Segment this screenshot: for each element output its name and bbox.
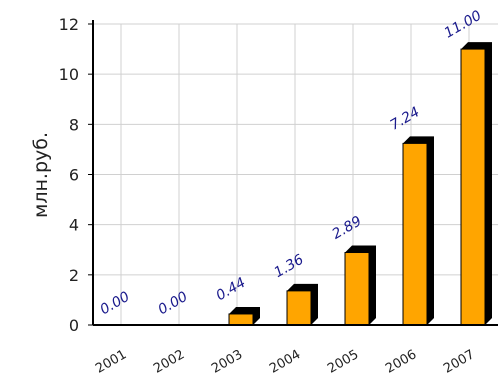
bar-shadow [345,245,376,325]
x-tick-label: 2005 [325,347,361,377]
y-tick-label: 12 [59,15,79,34]
bar [344,252,370,326]
bars [113,42,492,326]
x-tick-label: 2001 [93,347,129,377]
data-label: 7.24 [388,104,423,133]
x-tick-label: 2006 [383,347,419,377]
y-tick-label: 4 [69,216,79,235]
y-tick-label: 0 [69,316,79,335]
data-label: 0.00 [156,289,191,318]
bar [286,290,312,326]
x-axis-ticks: 2001 2002 2003 2004 2005 2006 2007 [93,347,477,377]
bar-shadow [287,283,318,325]
bar [402,142,428,326]
y-tick-label: 6 [69,166,79,185]
x-tick-label: 2003 [209,347,245,377]
data-label: 1.36 [272,252,307,281]
bar-shadow [403,136,434,325]
data-label: 0.00 [98,289,133,318]
y-tick-label: 8 [69,115,79,134]
y-axis-label: млн.руб. [30,132,52,218]
bar [228,313,254,326]
bar-shadow [461,42,492,325]
data-label: 11.00 [442,8,485,42]
y-axis-ticks: 0 2 4 6 8 10 12 [59,15,93,335]
x-tick-label: 2002 [151,347,187,377]
x-tick-label: 2007 [441,347,477,377]
y-tick-label: 10 [59,65,79,84]
bar-shadow [229,306,260,325]
x-tick-label: 2004 [267,347,303,377]
data-label: 2.89 [330,213,365,242]
data-label: 0.44 [214,275,249,304]
y-tick-label: 2 [69,266,79,285]
bar [460,48,486,326]
grid-lines [93,23,498,325]
